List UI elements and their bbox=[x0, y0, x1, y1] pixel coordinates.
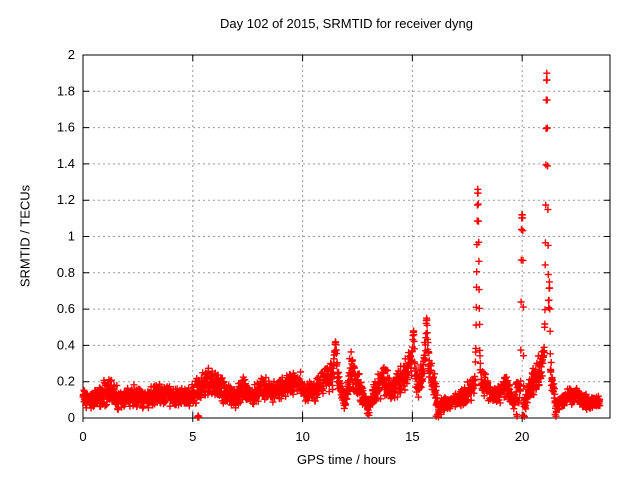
y-tick-label: 0 bbox=[68, 410, 75, 425]
y-tick-label: 1.2 bbox=[57, 192, 75, 207]
chart-title: Day 102 of 2015, SRMTID for receiver dyn… bbox=[220, 16, 473, 31]
x-tick-label: 10 bbox=[295, 429, 309, 444]
x-tick-label: 20 bbox=[515, 429, 529, 444]
y-tick-label: 0.2 bbox=[57, 374, 75, 389]
y-tick-label: 2 bbox=[68, 47, 75, 62]
plot-border bbox=[82, 54, 611, 419]
grid-lines bbox=[83, 55, 610, 418]
y-tick-label: 0.6 bbox=[57, 301, 75, 316]
y-tick-label: 1.8 bbox=[57, 83, 75, 98]
x-axis-label: GPS time / hours bbox=[297, 452, 396, 467]
y-tick-label: 0.4 bbox=[57, 337, 75, 352]
data-points bbox=[79, 69, 604, 421]
x-tick-label: 5 bbox=[189, 429, 196, 444]
x-tick-label: 15 bbox=[405, 429, 419, 444]
y-tick-label: 1.6 bbox=[57, 120, 75, 135]
tick-marks bbox=[82, 54, 610, 422]
y-tick-label: 1 bbox=[68, 229, 75, 244]
y-tick-label: 1.4 bbox=[57, 156, 75, 171]
x-tick-label: 0 bbox=[79, 429, 86, 444]
y-tick-label: 0.8 bbox=[57, 265, 75, 280]
